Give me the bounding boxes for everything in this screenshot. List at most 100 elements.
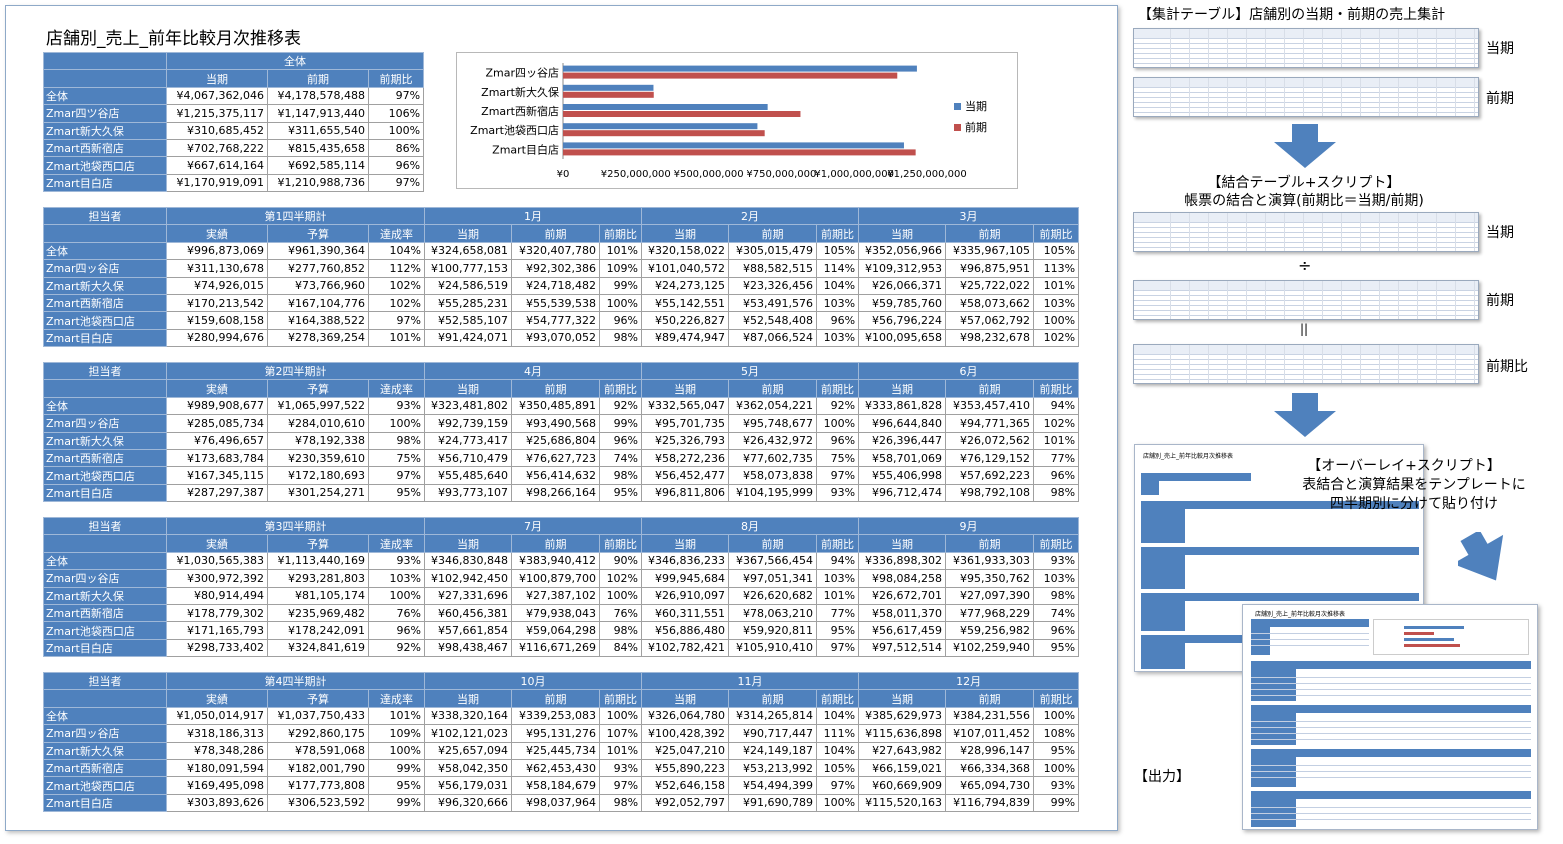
x-tick-label: ¥250,000,000 [601,169,671,180]
table-row: Zmar四ッ谷店 ¥300,972,392 ¥293,281,803 103% ¥102… [43,569,1080,588]
value-cell: 93% [816,483,860,503]
value-cell: 112% [368,259,425,278]
value-cell: ¥55,485,640 [424,466,512,485]
quarter-title: 第3四半期計 [166,516,425,536]
value-cell: ¥97,512,514 [858,638,947,658]
value-cell: ¥56,414,632 [511,466,600,485]
corner-blank [43,224,167,243]
month-col-header: 当期 [858,379,947,398]
store-label: Zmart西新宿店 [43,758,167,778]
value-cell: ¥66,334,368 [945,758,1035,778]
value-cell: ¥180,091,594 [166,758,268,778]
value-cell: ¥167,104,776 [267,293,369,313]
value-cell: 74% [1033,603,1080,623]
value-cell: ¥93,773,107 [424,483,512,503]
value-cell: ¥105,910,410 [728,638,818,658]
value-cell: 105% [816,758,860,778]
month-header: 4月 [423,361,643,381]
value-cell: ¥24,773,417 [424,431,512,450]
value-cell: ¥303,893,626 [166,793,268,813]
month-col-header: 前期比 [1033,224,1080,243]
store-sales-bar-chart: Zmar四ッ谷店 Zmart新大久保 Zmart西新宿店 Zmart池袋西口店 Zmar… [456,52,1018,189]
value-cell: ¥95,748,677 [728,414,818,433]
x-tick-label: ¥750,000,000 [746,169,816,180]
value-cell: ¥230,359,610 [267,448,369,468]
value-cell: 103% [368,569,425,588]
summary-previous: ¥1,147,913,440 [267,104,369,123]
value-cell: ¥80,914,494 [166,586,268,605]
value-cell: ¥98,792,108 [945,483,1035,503]
month-header: 11月 [641,671,860,691]
month-col-header: 前期 [511,224,600,243]
thumb-join-current [1133,212,1479,252]
month-header: 12月 [858,671,1080,691]
value-cell: 99% [368,758,425,778]
value-cell: 102% [368,276,425,295]
value-cell: ¥277,760,852 [267,259,369,278]
value-cell: ¥100,095,658 [858,328,947,348]
value-cell: ¥24,586,519 [424,276,512,295]
value-cell: 111% [816,724,860,743]
value-cell: ¥90,717,447 [728,724,818,743]
value-cell: ¥235,969,482 [267,603,369,623]
value-cell: ¥26,672,701 [858,586,947,605]
summary-previous: ¥815,435,658 [267,138,369,158]
value-cell: ¥169,495,098 [166,776,268,795]
value-cell: 94% [1033,396,1080,416]
value-cell: ¥95,131,276 [511,724,600,743]
value-cell: ¥76,627,723 [511,448,600,468]
month-col-header: 前期比 [598,689,643,708]
value-cell: ¥53,213,992 [728,758,818,778]
value-cell: 97% [816,776,860,795]
value-cell: 75% [368,448,425,468]
value-cell: 109% [598,259,643,278]
month-col-header: 当期 [858,689,947,708]
value-cell: 77% [1033,448,1080,468]
value-cell: 92% [816,396,860,416]
value-cell: ¥59,064,298 [511,621,600,640]
summary-row: Zmart新大久保 ¥310,685,452 ¥311,655,540 100% [43,121,425,140]
bar-current [563,65,917,72]
value-cell: ¥77,602,735 [728,448,818,468]
summary-table: 全体 当期 前期 前期比 全体 ¥4,067,362,046 ¥4,178,578,488 9… [43,51,425,193]
value-cell: 96% [598,311,643,330]
month-col-header: 前期比 [1033,379,1080,398]
value-cell: ¥79,938,043 [511,603,600,623]
quarter-col-header: 予算 [267,534,369,553]
value-cell: 98% [598,793,643,813]
legend-label: 前期 [965,120,987,134]
value-cell: ¥115,636,898 [858,724,947,743]
value-cell: ¥167,345,115 [166,466,268,485]
x-tick-label: ¥1,250,000,000 [887,169,967,180]
month-col-header: 前期 [728,534,818,553]
value-cell: ¥60,669,909 [858,776,947,795]
legend-label: 当期 [965,99,987,113]
value-cell: 84% [598,638,643,658]
value-cell: 98% [1033,483,1080,503]
category-label: Zmar四ッ谷店 [485,66,559,80]
value-cell: 95% [1033,638,1080,658]
month-col-header: 前期 [945,224,1035,243]
quarter-col-header: 予算 [267,689,369,708]
month-col-header: 当期 [641,224,730,243]
value-cell: 113% [1033,259,1080,278]
store-label: Zmart目白店 [43,793,167,813]
quarter-col-header: 実績 [166,379,268,398]
value-cell: ¥54,494,399 [728,776,818,795]
table-row: Zmart池袋西口店 ¥167,345,115 ¥172,180,693 97% ¥55… [43,466,1080,485]
value-cell: ¥56,179,031 [424,776,512,795]
value-cell: 95% [598,483,643,503]
month-col-header: 前期 [728,379,818,398]
value-cell: 100% [368,414,425,433]
summary-current: ¥702,768,222 [166,138,268,158]
value-cell: ¥996,873,069 [166,241,268,261]
quarter-title: 第4四半期計 [166,671,425,691]
value-cell: 97% [816,466,860,485]
corner-label: 担当者 [43,516,167,536]
value-cell: ¥100,777,153 [424,259,512,278]
store-label: Zmart目白店 [43,638,167,658]
month-header: 6月 [858,361,1080,381]
summary-row: Zmar四ツ谷店 ¥1,215,375,117 ¥1,147,913,440 106% [43,104,425,123]
summary-ratio: 97% [367,86,425,106]
summary-previous: ¥692,585,114 [267,156,369,175]
